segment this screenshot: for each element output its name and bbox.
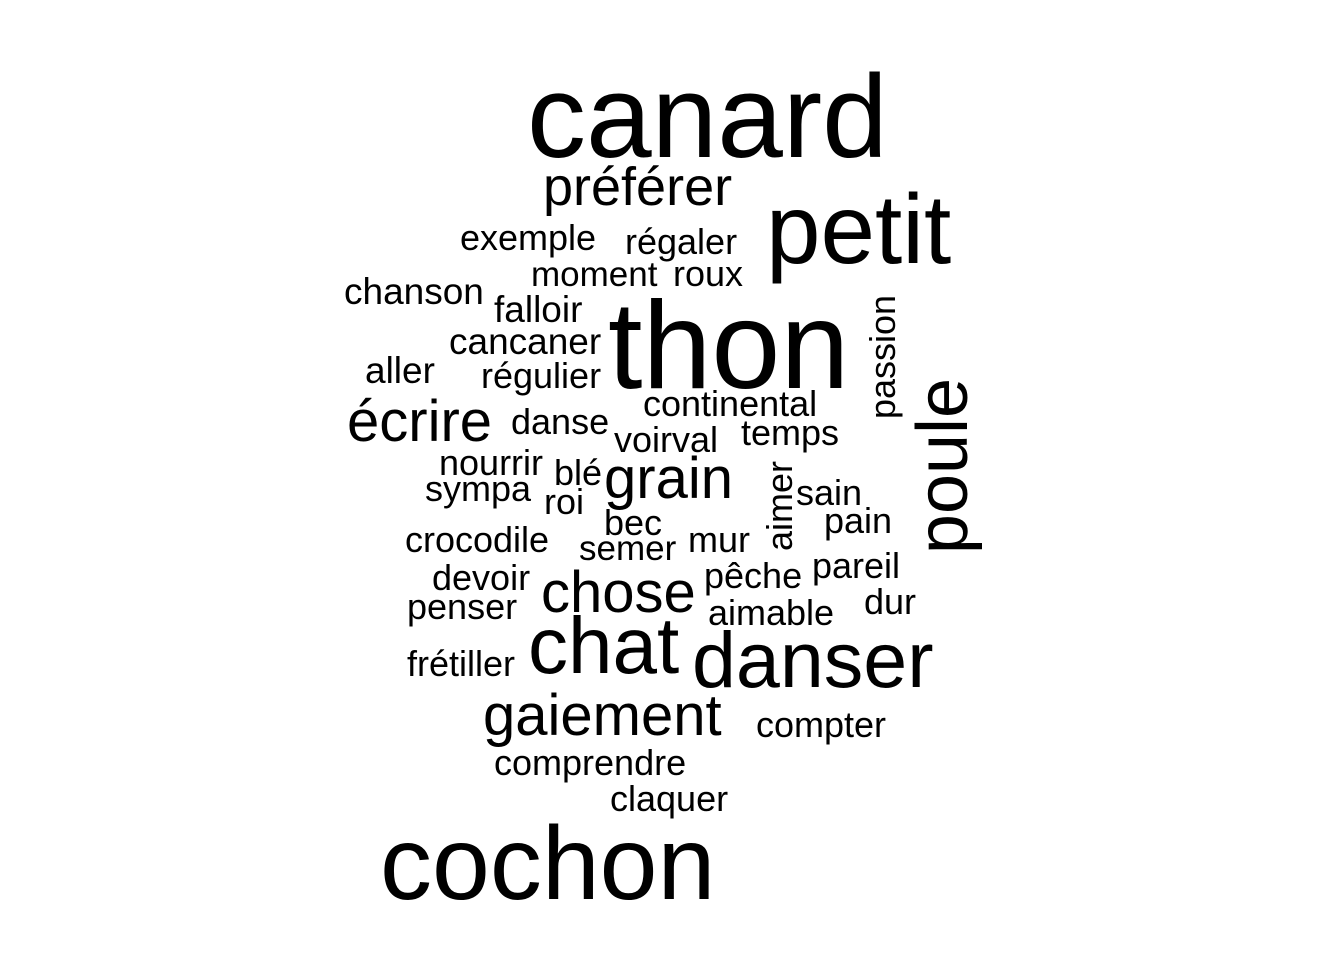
word-peche: pêche — [704, 555, 803, 596]
word-roux: roux — [673, 253, 744, 294]
word-penser: penser — [407, 586, 518, 627]
word-claquer: claquer — [610, 778, 729, 819]
word-sympa: sympa — [425, 468, 532, 509]
word-passion: passion — [862, 294, 903, 420]
word-continental: continental — [643, 383, 818, 424]
word-ble: blé — [554, 452, 603, 493]
word-aimer: aimer — [759, 460, 800, 552]
word-gaiement: gaiement — [483, 683, 722, 748]
word-chanson: chanson — [344, 271, 484, 312]
word-regulier: régulier — [481, 355, 602, 396]
word-roi: roi — [544, 481, 585, 522]
word-poule: poule — [903, 377, 983, 555]
word-moment: moment — [531, 255, 658, 294]
word-preferer: préférer — [543, 157, 733, 217]
word-regaler: régaler — [625, 221, 738, 262]
word-semer: semer — [579, 529, 677, 568]
word-compter: compter — [756, 704, 887, 745]
word-ecrire: écrire — [347, 389, 493, 454]
word-temps: temps — [741, 412, 840, 453]
word-petit: petit — [766, 174, 952, 284]
word-chose: chose — [541, 560, 696, 625]
word-mur: mur — [688, 519, 750, 560]
word-pareil: pareil — [812, 545, 901, 586]
word-danse: danse — [511, 401, 610, 442]
word-exemple: exemple — [460, 217, 597, 258]
word-fretiller: frétiller — [407, 643, 516, 684]
word-sain: sain — [796, 472, 863, 513]
word-cancaner: cancaner — [449, 321, 602, 362]
word-canard: canard — [527, 51, 888, 183]
word-voirval: voirval — [614, 419, 719, 460]
word-pain: pain — [824, 500, 893, 541]
word-thon: thon — [608, 277, 850, 415]
word-cochon: cochon — [380, 806, 716, 922]
word-comprendre: comprendre — [494, 742, 687, 783]
word-dur: dur — [864, 581, 917, 622]
word-chat: chat — [528, 601, 680, 690]
word-crocodile: crocodile — [405, 519, 550, 560]
word-aimable: aimable — [708, 592, 835, 633]
word-grain: grain — [604, 446, 733, 511]
word-danser: danser — [692, 615, 934, 704]
word-aller: aller — [365, 350, 435, 391]
word-nourrir: nourrir — [439, 442, 544, 483]
word-devoir: devoir — [432, 557, 531, 598]
word-bec: bec — [604, 502, 663, 543]
word-falloir: falloir — [494, 289, 583, 330]
